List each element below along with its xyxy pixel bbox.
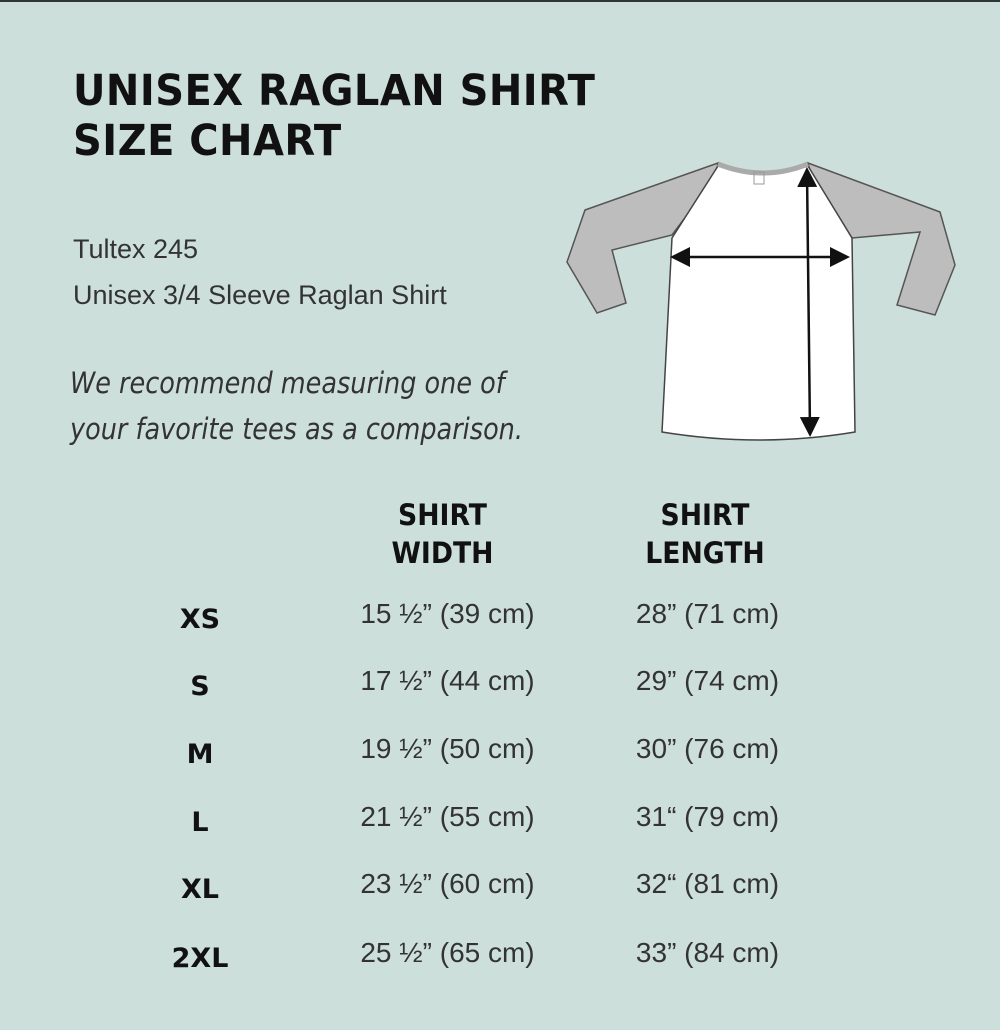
length-value: 30” (76 cm) [635, 733, 780, 764]
width-value: 17 ½” (44 cm) [360, 665, 535, 696]
header-line: SHIRT [660, 498, 750, 532]
top-border [0, 0, 1000, 2]
header-shirt-length: SHIRT LENGTH [613, 496, 797, 572]
length-arrow [797, 167, 820, 437]
page-title: UNISEX RAGLAN SHIRT SIZE CHART [73, 66, 595, 166]
title-line-1: UNISEX RAGLAN SHIRT [73, 66, 596, 116]
product-description: Unisex 3/4 Sleeve Raglan Shirt [73, 280, 447, 310]
size-label: 2XL [171, 943, 229, 974]
length-value: 33” (84 cm) [635, 937, 780, 968]
header-line: SHIRT [397, 498, 488, 532]
size-label: L [191, 807, 209, 838]
table-row: S 17 ½” (44 cm) 29” (74 cm) [0, 665, 1000, 705]
table-row: XL 23 ½” (60 cm) 32“ (81 cm) [0, 868, 1000, 908]
width-value: 15 ½” (39 cm) [360, 598, 535, 629]
note-line-2: your favorite tees as a comparison. [70, 412, 523, 446]
note-line-1: We recommend measuring one of [70, 366, 505, 400]
product-info: Tultex 245 Unisex 3/4 Sleeve Raglan Shir… [73, 226, 447, 318]
size-label: S [190, 671, 210, 702]
width-value: 21 ½” (55 cm) [360, 801, 535, 832]
measuring-note: We recommend measuring one of your favor… [70, 360, 523, 452]
size-label: XL [180, 874, 220, 905]
width-value: 23 ½” (60 cm) [360, 868, 535, 899]
length-value: 32“ (81 cm) [635, 868, 780, 899]
shirt-diagram [566, 161, 956, 441]
header-line: LENGTH [645, 536, 765, 570]
size-label: M [186, 739, 214, 770]
product-model: Tultex 245 [73, 234, 199, 264]
table-row: XS 15 ½” (39 cm) 28” (71 cm) [0, 598, 1000, 638]
length-value: 31“ (79 cm) [635, 801, 780, 832]
header-shirt-width: SHIRT WIDTH [353, 496, 532, 572]
table-row: 2XL 25 ½” (65 cm) 33” (84 cm) [0, 937, 1000, 977]
length-value: 29” (74 cm) [635, 665, 780, 696]
size-label: XS [179, 604, 221, 635]
header-line: WIDTH [391, 536, 494, 570]
width-value: 19 ½” (50 cm) [360, 733, 535, 764]
width-value: 25 ½” (65 cm) [360, 937, 535, 968]
length-value: 28” (71 cm) [635, 598, 780, 629]
title-line-2: SIZE CHART [73, 116, 342, 166]
table-row: M 19 ½” (50 cm) 30” (76 cm) [0, 733, 1000, 773]
table-row: L 21 ½” (55 cm) 31“ (79 cm) [0, 801, 1000, 841]
